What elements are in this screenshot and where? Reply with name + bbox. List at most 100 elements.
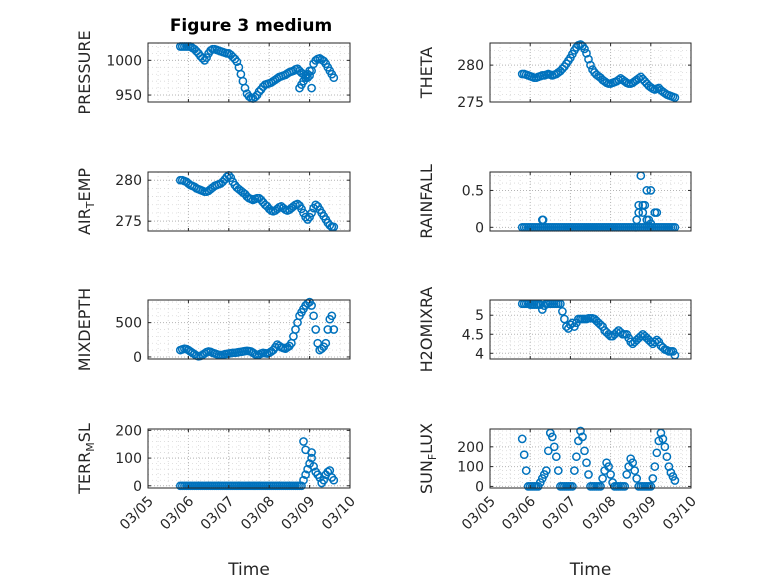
subplot-theta: 275 280 THETA <box>417 40 692 111</box>
data-point <box>650 462 660 471</box>
axes-box <box>147 42 351 103</box>
data-point <box>301 470 310 480</box>
data-point <box>307 453 316 463</box>
data-point <box>650 337 660 347</box>
data-point <box>226 173 236 183</box>
axes-box <box>147 299 351 360</box>
y-tick-label: 100 <box>457 460 484 476</box>
data-point <box>305 66 314 76</box>
data-point <box>652 335 662 345</box>
series-rainfall <box>517 171 680 232</box>
data-point <box>553 466 563 475</box>
y-tick-label: 1000 <box>106 53 142 69</box>
data-point <box>622 470 632 479</box>
data-point <box>652 208 662 217</box>
data-point <box>307 83 316 93</box>
data-point <box>582 458 591 468</box>
subplot-air_temp: 275 280 AIRTEMP <box>75 168 351 235</box>
data-point <box>538 215 548 225</box>
y-tick-label: 275 <box>115 214 142 230</box>
data-point <box>646 186 656 195</box>
data-point <box>670 93 680 102</box>
y-tick-label: 0 <box>475 220 484 236</box>
data-point <box>329 222 339 232</box>
data-point <box>317 344 327 354</box>
data-point <box>580 44 589 54</box>
data-point <box>586 60 595 70</box>
series-mixdepth <box>175 297 339 361</box>
y-tick-label: 950 <box>115 88 142 104</box>
data-point <box>305 212 314 222</box>
data-point <box>660 442 670 452</box>
data-point <box>329 475 339 485</box>
data-point <box>614 75 623 85</box>
data-point <box>670 476 680 485</box>
data-point <box>323 467 333 477</box>
data-point <box>558 307 567 316</box>
axes-box <box>489 42 692 103</box>
series-pressure <box>175 42 339 103</box>
y-tick-label: 0 <box>133 350 142 366</box>
data-point <box>297 481 306 491</box>
y-axis-label: PRESSURE <box>75 30 94 114</box>
data-point <box>325 220 335 230</box>
data-point <box>303 215 312 224</box>
data-point <box>307 208 316 218</box>
data-point <box>658 434 668 444</box>
data-point <box>560 314 569 324</box>
data-point <box>596 320 605 330</box>
data-point <box>551 452 561 462</box>
data-point <box>198 53 207 63</box>
data-point <box>580 446 589 456</box>
series-terr_msl <box>175 437 339 491</box>
data-point <box>240 83 250 93</box>
data-point <box>634 208 644 217</box>
data-point <box>541 466 551 475</box>
series-air_temp <box>175 170 339 232</box>
subplot-pressure: 950 1000 PRESSURE <box>75 30 351 115</box>
axes-box <box>489 171 692 232</box>
data-point <box>578 432 587 442</box>
data-point <box>307 301 316 310</box>
data-point <box>202 53 211 62</box>
data-point <box>309 311 318 321</box>
subplot-mixdepth: 0 500 MIXDEPTH <box>75 288 351 371</box>
data-point <box>517 434 527 444</box>
y-tick-label: 4.5 <box>462 327 484 343</box>
y-tick-label: 0.5 <box>462 183 484 199</box>
data-point <box>329 325 339 334</box>
subplot-rainfall: 0 0.5 RAINFALL <box>417 164 692 239</box>
data-point <box>604 462 613 471</box>
y-axis-label: THETA <box>417 47 436 99</box>
y-tick-label: 500 <box>115 316 142 332</box>
data-point <box>568 482 577 491</box>
data-point <box>638 200 648 210</box>
data-point <box>299 437 308 446</box>
y-tick-label: 280 <box>115 173 142 189</box>
data-point <box>584 470 593 479</box>
data-point <box>321 338 331 348</box>
data-point <box>570 466 579 475</box>
data-point <box>596 482 605 491</box>
data-point <box>606 470 615 479</box>
y-axis-label: MIXDEPTH <box>75 288 94 371</box>
data-point <box>222 172 232 182</box>
y-tick-label: 280 <box>457 58 484 74</box>
data-point <box>598 474 607 483</box>
data-point <box>642 186 652 195</box>
y-tick-label: 275 <box>457 95 484 111</box>
data-point <box>652 448 662 458</box>
data-point <box>648 474 658 483</box>
data-point <box>299 475 308 485</box>
data-point <box>323 325 333 334</box>
data-point <box>543 446 553 456</box>
data-point <box>654 436 664 446</box>
data-point <box>301 212 310 222</box>
series-sun_flux <box>517 426 680 491</box>
x-axis-label: Time <box>569 560 612 580</box>
data-point <box>250 92 260 102</box>
data-point <box>646 482 656 491</box>
y-axis-label: H2OMIXRA <box>417 287 436 373</box>
y-axis-label: RAINFALL <box>417 164 436 239</box>
